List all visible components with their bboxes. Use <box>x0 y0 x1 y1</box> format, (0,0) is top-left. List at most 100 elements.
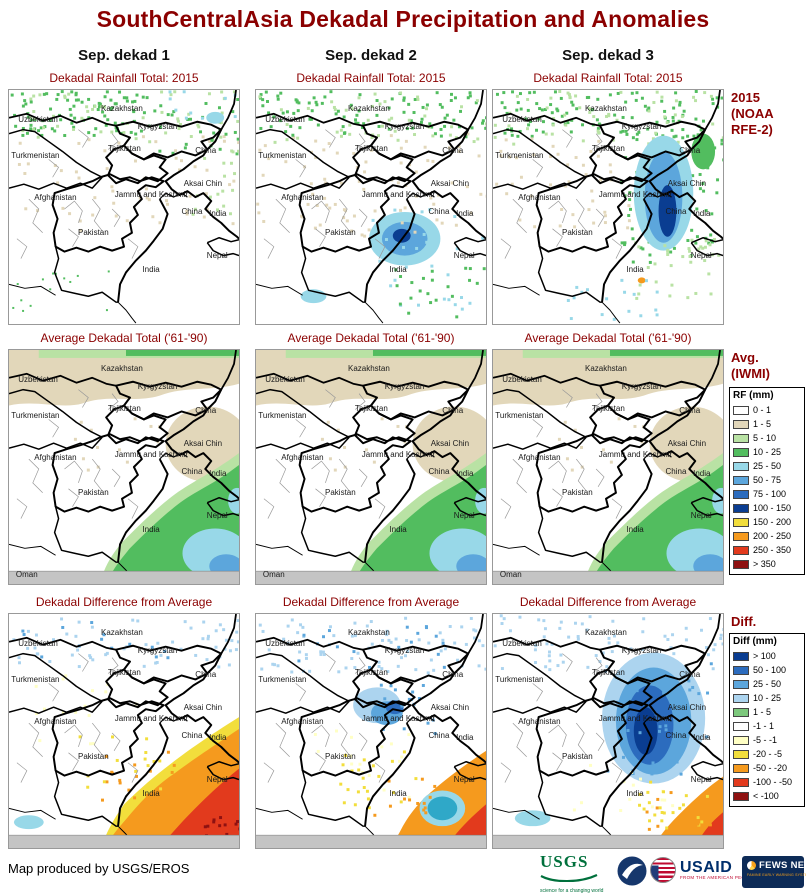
side-label-2015-source: 2015 (NOAA RFE-2) <box>731 90 805 138</box>
map-label-china: China <box>665 206 687 216</box>
map-label-turkmenistan: Turkmenistan <box>11 410 60 420</box>
side-label-line: 2015 <box>731 90 760 105</box>
legend-entry: 150 - 200 <box>733 515 801 529</box>
legend-label: 75 - 100 <box>753 489 787 499</box>
map-label-india: India <box>142 789 160 799</box>
legend-entry: 10 - 25 <box>733 691 801 705</box>
map-label-pakistan: Pakistan <box>78 751 109 761</box>
map-label-aksai-chin: Aksai Chin <box>183 178 223 188</box>
map-label-aksai-chin: Aksai Chin <box>430 178 470 188</box>
legend-swatch <box>733 721 749 731</box>
page-title: SouthCentralAsia Dekadal Precipitation a… <box>96 6 710 32</box>
legend-label: > 100 <box>753 651 776 661</box>
legend-entry: -20 - -5 <box>733 747 801 761</box>
subtitle-r1c2: Dekadal Rainfall Total: 2015 <box>296 71 446 85</box>
map-label-turkmenistan: Turkmenistan <box>495 410 544 420</box>
legend-swatch <box>733 679 749 689</box>
usaid-logo-tagline: FROM THE AMERICAN PEOPLE <box>680 875 755 880</box>
legend-label: 150 - 200 <box>753 517 792 527</box>
noaa-emblem-icon <box>617 856 647 886</box>
map-label-kazakhstan: Kazakhstan <box>101 363 143 373</box>
legend-entry: -1 - 1 <box>733 719 801 733</box>
legend-swatch <box>733 489 749 499</box>
map-label-aksai-chin: Aksai Chin <box>667 178 707 188</box>
map-label-afghanistan: Afghanistan <box>518 192 561 202</box>
legend-entry: > 100 <box>733 649 801 663</box>
legend-swatch <box>733 447 749 457</box>
subtitle-r2c2: Average Dekadal Total ('61-'90) <box>287 331 455 345</box>
map-label-jammu-and-kashmir: Jammu and Kashmir <box>114 450 189 460</box>
map-label-aksai-chin: Aksai Chin <box>430 702 470 712</box>
legend-label: -100 - -50 <box>753 777 793 787</box>
map-canvas <box>9 90 239 324</box>
map-label-afghanistan: Afghanistan <box>518 716 561 726</box>
map-canvas <box>493 90 723 324</box>
legend-entry: -50 - -20 <box>733 761 801 775</box>
map-label-china: China <box>442 145 464 155</box>
map-label-kyrgyzstan: Kyrgyzstan <box>137 122 178 132</box>
map-avg-dekad1: Kazakhstan Uzbekistan Kyrgyzstan Turkmenist… <box>8 349 240 585</box>
map-label-china: China <box>679 405 701 415</box>
map-avg-dekad3: Kazakhstan Uzbekistan Kyrgyzstan Turkmenist… <box>492 349 724 585</box>
legend-swatch <box>733 763 749 773</box>
map-label-india: India <box>389 789 407 799</box>
map-label-pakistan: Pakistan <box>78 227 109 237</box>
map-label-tajikistan: Tajikistan <box>354 143 388 153</box>
column-header-dekad-2: Sep. dekad 2 <box>325 47 417 64</box>
map-label-china: China <box>428 466 450 476</box>
map-label-nepal: Nepal <box>453 251 475 261</box>
subtitle-r2c3: Average Dekadal Total ('61-'90) <box>524 331 692 345</box>
map-2015-dekad2: Kazakhstan Uzbekistan Kyrgyzstan Turkmenist… <box>255 89 487 325</box>
map-diff-dekad2: Kazakhstan Uzbekistan Kyrgyzstan Turkmenist… <box>255 613 487 849</box>
map-label-turkmenistan: Turkmenistan <box>258 150 307 160</box>
legend-swatch <box>733 735 749 745</box>
legend-entry: 5 - 10 <box>733 431 801 445</box>
subtitle-r3c3: Dekadal Difference from Average <box>519 595 697 609</box>
map-label-uzbekistan: Uzbekistan <box>265 375 305 385</box>
legend-swatch <box>733 531 749 541</box>
map-avg-dekad2: Kazakhstan Uzbekistan Kyrgyzstan Turkmenist… <box>255 349 487 585</box>
fewsnet-logo-text: FEWS NET <box>759 860 806 871</box>
map-label-jammu-and-kashmir: Jammu and Kashmir <box>361 190 436 200</box>
map-label-pakistan: Pakistan <box>562 487 593 497</box>
map-label-jammu-and-kashmir: Jammu and Kashmir <box>598 714 673 724</box>
map-label-nepal: Nepal <box>690 775 712 785</box>
map-label-oman: Oman <box>262 569 285 579</box>
map-label-pakistan: Pakistan <box>325 487 356 497</box>
map-label-afghanistan: Afghanistan <box>34 716 77 726</box>
map-label-jammu-and-kashmir: Jammu and Kashmir <box>598 450 673 460</box>
map-label-india: India <box>456 733 474 743</box>
map-label-jammu-and-kashmir: Jammu and Kashmir <box>361 714 436 724</box>
legend-entry: 100 - 150 <box>733 501 801 515</box>
map-canvas <box>256 350 486 584</box>
map-label-uzbekistan: Uzbekistan <box>502 115 542 125</box>
map-label-india: India <box>626 789 644 799</box>
map-label-jammu-and-kashmir: Jammu and Kashmir <box>598 190 673 200</box>
map-label-kazakhstan: Kazakhstan <box>348 363 390 373</box>
legend-entry: 0 - 1 <box>733 403 801 417</box>
legend-entry: 10 - 25 <box>733 445 801 459</box>
map-label-tajikistan: Tajikistan <box>591 667 625 677</box>
map-label-nepal: Nepal <box>206 775 228 785</box>
map-label-tajikistan: Tajikistan <box>107 403 141 413</box>
legend-entry: 50 - 75 <box>733 473 801 487</box>
map-label-nepal: Nepal <box>690 511 712 521</box>
map-label-uzbekistan: Uzbekistan <box>502 375 542 385</box>
map-label-aksai-chin: Aksai Chin <box>430 438 470 448</box>
map-label-kyrgyzstan: Kyrgyzstan <box>384 122 425 132</box>
legend-entry: 200 - 250 <box>733 529 801 543</box>
map-label-kyrgyzstan: Kyrgyzstan <box>621 382 662 392</box>
map-label-kyrgyzstan: Kyrgyzstan <box>621 646 662 656</box>
map-label-pakistan: Pakistan <box>78 487 109 497</box>
map-2015-dekad3: Kazakhstan Uzbekistan Kyrgyzstan Turkmenist… <box>492 89 724 325</box>
side-label-line: (NOAA <box>731 106 774 121</box>
legend-entry: > 350 <box>733 557 801 571</box>
map-label-india: India <box>626 525 644 535</box>
legend-entry: 25 - 50 <box>733 459 801 473</box>
subtitle-r3c2: Dekadal Difference from Average <box>282 595 460 609</box>
map-label-aksai-chin: Aksai Chin <box>183 438 223 448</box>
map-label-uzbekistan: Uzbekistan <box>18 115 58 125</box>
map-label-india: India <box>209 469 227 479</box>
legend-label: > 350 <box>753 559 776 569</box>
